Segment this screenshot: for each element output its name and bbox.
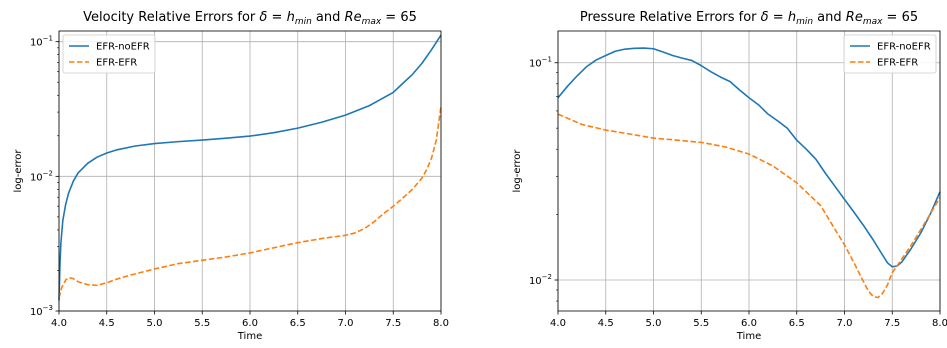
x-tick-label: 4.5 [99,318,115,329]
x-tick-label: 5.0 [646,318,662,329]
legend: EFR-noEFR EFR-EFR [843,34,937,74]
x-tick-label: 6.0 [242,318,258,329]
title-symbol: Re [846,10,863,25]
title-text: Velocity Relative Errors for [83,10,259,25]
x-tick-label: 7.5 [385,318,401,329]
legend-box [62,34,156,74]
y-tick-exponent: −1 [542,56,552,64]
series-line-efr-efr [557,113,941,299]
legend-label: EFR-noEFR [877,42,931,53]
chart-2: 4.0 4.5 5.0 5.5 6.0 6.5 7.0 7.5 8.010−210−1Timel… [512,10,947,342]
y-tick-base: 10 [30,38,43,49]
y-tick-base: 10 [30,307,43,318]
title-symbol: Re [345,10,362,25]
x-tick-label: 4.0 [51,318,67,329]
series-line-efr-efr [58,106,442,299]
x-tick-label: 5.5 [693,318,709,329]
title-text: = 65 [381,10,417,25]
title-text: = 65 [882,10,918,25]
title-text: and [312,10,345,25]
y-tick-label: 10−1 [30,35,53,49]
title-symbol: δ [259,10,267,25]
legend: EFR-noEFR EFR-EFR [62,34,156,74]
legend-label: EFR-noEFR [96,42,150,53]
y-tick-base: 10 [529,276,542,287]
y-tick-exponent: −2 [542,273,552,281]
x-tick-label: 7.0 [338,318,354,329]
title-symbol: h [287,10,295,25]
x-tick-label: 7.5 [884,318,900,329]
y-axis-label: log-error [13,149,24,193]
title-subscript: max [863,17,883,27]
title-text: Pressure Relative Errors for [580,10,761,25]
y-tick-base: 10 [30,172,43,183]
title-subscript: min [295,17,312,27]
x-tick-label: 6.5 [789,318,805,329]
x-tick-label: 4.5 [598,318,614,329]
legend-label: EFR-EFR [877,58,918,69]
y-tick-label: 10−2 [30,169,53,183]
title-text: = [267,10,286,25]
x-axis-label: Time [736,331,761,342]
y-tick-exponent: −3 [43,304,53,312]
title-text: and [813,10,846,25]
y-tick-label: 10−3 [30,304,53,318]
title-symbol: δ [761,10,769,25]
series-line-efr-noefr [58,34,442,301]
y-tick-exponent: −1 [43,35,53,43]
legend-box [843,34,937,74]
title-symbol: h [788,10,796,25]
chart-title: Velocity Relative Errors for δ = hmin an… [83,10,417,27]
x-tick-label: 5.0 [147,318,163,329]
x-tick-label: 6.0 [741,318,757,329]
series-line-efr-noefr [557,47,941,268]
title-text: = [769,10,788,25]
x-tick-label: 6.5 [290,318,306,329]
x-tick-label: 4.0 [550,318,566,329]
y-tick-base: 10 [529,59,542,70]
x-tick-label: 8.0 [433,318,449,329]
legend-label: EFR-EFR [96,58,137,69]
chart-1: 4.0 4.5 5.0 5.5 6.0 6.5 7.0 7.5 8.010−310−210−1T… [13,10,449,342]
title-subscript: min [796,17,813,27]
x-tick-label: 8.0 [932,318,947,329]
title-subscript: max [362,17,382,27]
y-tick-label: 10−2 [529,273,552,287]
y-axis-label: log-error [512,149,523,193]
x-tick-label: 7.0 [837,318,853,329]
x-tick-label: 5.5 [194,318,210,329]
chart-title: Pressure Relative Errors for δ = hmin an… [580,10,918,27]
y-tick-exponent: −2 [43,169,53,177]
x-axis-label: Time [237,331,262,342]
y-tick-label: 10−1 [529,56,552,70]
